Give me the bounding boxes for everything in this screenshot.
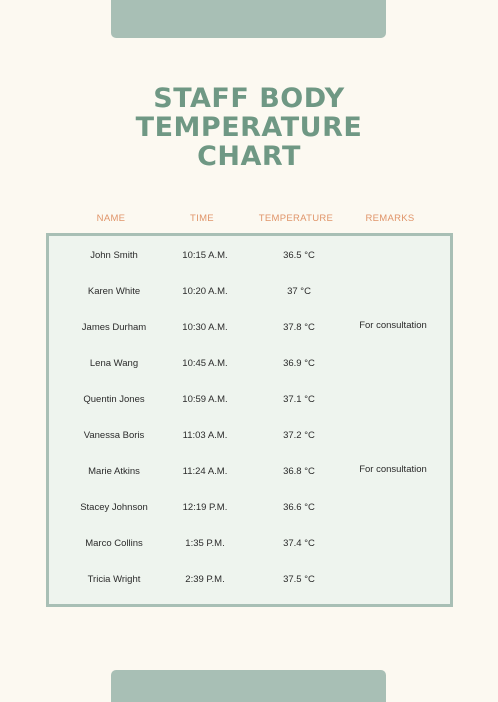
temperature-cell: 36.6 °C — [283, 502, 315, 513]
remarks-cell: For consultation — [359, 320, 427, 331]
name-cell: James Durham — [81, 322, 147, 333]
time-cell: 11:24 A.M. — [182, 466, 228, 477]
time-cell: 11:03 A.M. — [182, 430, 228, 441]
time-cell: 10:15 A.M. — [182, 250, 228, 261]
name-cell: Stacey Johnson — [80, 502, 148, 513]
header-remarks: REMARKS — [365, 213, 415, 224]
header-temperature: TEMPERATURE — [258, 213, 334, 224]
table-row: John Smith 10:15 A.M. 36.5 °C — [49, 249, 450, 269]
remarks-cell: For consultation — [359, 464, 427, 475]
name-cell: Marie Atkins — [88, 466, 140, 477]
header-name: NAME — [96, 213, 126, 224]
table-row: Marie Atkins 11:24 A.M. 36.8 °C For consult… — [49, 464, 450, 485]
name-cell: Lena Wang — [89, 358, 139, 369]
table-row: Karen White 10:20 A.M. 37 °C — [49, 285, 450, 305]
name-cell: Marco Collins — [85, 538, 143, 549]
time-cell: 2:39 P.M. — [185, 574, 225, 585]
name-cell: Vanessa Boris — [83, 430, 145, 441]
time-cell: 10:20 A.M. — [182, 286, 228, 297]
temperature-cell: 36.5 °C — [283, 250, 315, 261]
bottom-decorative-bar — [111, 670, 386, 702]
time-cell: 12:19 P.M. — [182, 502, 228, 513]
table-row: Stacey Johnson 12:19 P.M. 36.6 °C — [49, 501, 450, 521]
table-row: Tricia Wright 2:39 P.M. 37.5 °C — [49, 573, 450, 593]
time-cell: 10:45 A.M. — [182, 358, 228, 369]
title-line-3: CHART — [197, 141, 301, 172]
name-cell: Karen White — [87, 286, 141, 297]
title-line-1: STAFF BODY — [153, 83, 345, 114]
name-cell: Quentin Jones — [83, 394, 145, 405]
table-row: Marco Collins 1:35 P.M. 37.4 °C — [49, 537, 450, 557]
table-row: Lena Wang 10:45 A.M. 36.9 °C — [49, 357, 450, 377]
time-cell: 10:30 A.M. — [182, 322, 228, 333]
table-row: Quentin Jones 10:59 A.M. 37.1 °C — [49, 393, 450, 413]
temperature-cell: 37.8 °C — [283, 322, 315, 333]
title-line-2: TEMPERATURE — [135, 112, 363, 143]
temperature-cell: 37.2 °C — [283, 430, 315, 441]
table-header: NAME TIME TEMPERATURE REMARKS — [46, 213, 453, 227]
top-decorative-bar — [111, 0, 386, 38]
header-time: TIME — [190, 213, 214, 224]
name-cell: John Smith — [90, 250, 138, 261]
temperature-cell: 36.9 °C — [283, 358, 315, 369]
temperature-cell: 37.5 °C — [283, 574, 315, 585]
temperature-table: John Smith 10:15 A.M. 36.5 °C Karen White 10… — [46, 233, 453, 607]
temperature-cell: 36.8 °C — [283, 466, 315, 477]
temperature-cell: 37 °C — [287, 286, 311, 297]
temperature-cell: 37.4 °C — [283, 538, 315, 549]
table-row: James Durham 10:30 A.M. 37.8 °C For consult… — [49, 320, 450, 341]
temperature-cell: 37.1 °C — [283, 394, 315, 405]
page-title: STAFF BODY TEMPERATURE CHART — [0, 84, 498, 171]
table-row: Vanessa Boris 11:03 A.M. 37.2 °C — [49, 429, 450, 449]
name-cell: Tricia Wright — [87, 574, 141, 585]
time-cell: 10:59 A.M. — [182, 394, 228, 405]
time-cell: 1:35 P.M. — [185, 538, 225, 549]
